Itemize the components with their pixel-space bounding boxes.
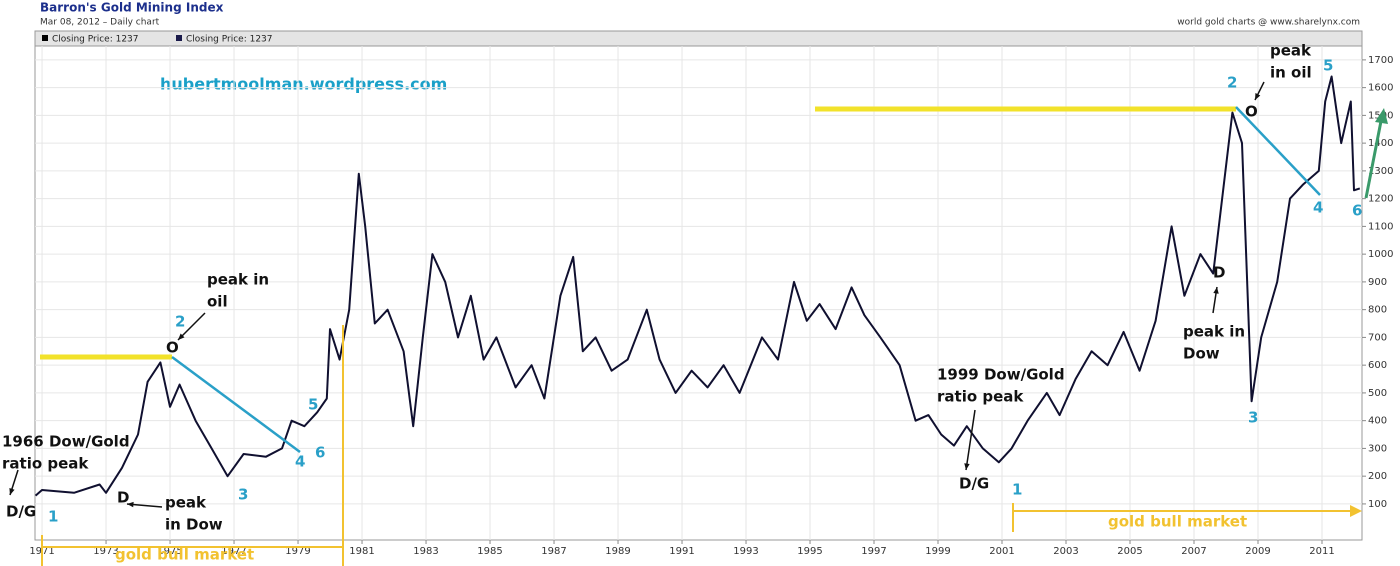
x-tick-label: 1975 <box>157 546 182 557</box>
x-tick-label: 2011 <box>1309 546 1334 557</box>
y-tick-label: 1200 <box>1368 194 1393 205</box>
arrow-head <box>178 333 185 340</box>
y-tick-label: 600 <box>1368 360 1387 371</box>
annotation: 1 <box>1012 481 1022 499</box>
x-tick-label: 2003 <box>1053 546 1078 557</box>
annotation: peak <box>1270 42 1312 60</box>
annotation: 5 <box>1323 57 1333 75</box>
legend-swatch <box>42 35 48 41</box>
arrow-head <box>1255 93 1261 100</box>
annotation: peak in <box>1183 323 1245 341</box>
annotation: peak in <box>207 271 269 289</box>
annotation: D/G <box>6 503 36 521</box>
arrow-head <box>964 463 970 470</box>
legend-swatch <box>176 35 182 41</box>
x-tick-label: 1999 <box>925 546 950 557</box>
plot-frame <box>34 45 1363 541</box>
x-tick-label: 2005 <box>1117 546 1142 557</box>
y-tick-label: 1000 <box>1368 249 1393 260</box>
annotation: 2 <box>175 313 185 331</box>
annotation: D/G <box>959 475 989 493</box>
y-tick-label: 100 <box>1368 499 1387 510</box>
annotation: ratio peak <box>2 455 89 473</box>
arrow-head <box>1375 108 1388 124</box>
annotation: 3 <box>238 486 248 504</box>
x-tick-label: 1995 <box>797 546 822 557</box>
price-line <box>34 75 1361 497</box>
annotation: gold bull market <box>115 546 254 564</box>
annotation: O <box>1245 103 1258 121</box>
y-tick-label: 800 <box>1368 305 1387 316</box>
arrow-head <box>127 501 134 508</box>
annotation: 6 <box>1352 202 1362 220</box>
annotation: in oil <box>1270 64 1312 82</box>
arrow-head <box>9 488 15 495</box>
annotation: 6 <box>315 444 325 462</box>
watermark: hubertmoolman.wordpress.com <box>160 75 447 94</box>
annotation: 3 <box>1248 409 1258 427</box>
legend-label: Closing Price: 1237 <box>52 35 139 45</box>
chart-title: Barron's Gold Mining Index <box>40 1 224 15</box>
annotation: 5 <box>308 396 318 414</box>
y-tick-label: 1700 <box>1368 55 1393 66</box>
arrow-head <box>1213 287 1219 294</box>
pointer-arrow <box>965 409 976 471</box>
annotation: D <box>1213 264 1225 282</box>
x-tick-label: 1979 <box>285 546 310 557</box>
x-tick-label: 1989 <box>605 546 630 557</box>
x-tick-label: 1973 <box>93 546 118 557</box>
y-tick-label: 500 <box>1368 388 1387 399</box>
annotation: 1999 Dow/Gold <box>937 366 1065 384</box>
y-tick-label: 900 <box>1368 277 1387 288</box>
annotation: 4 <box>295 453 305 471</box>
x-tick-label: 1983 <box>413 546 438 557</box>
annotation: 4 <box>1313 199 1323 217</box>
annotation: peak <box>165 494 207 512</box>
trend-arrow <box>1364 115 1384 199</box>
x-tick-label: 1993 <box>733 546 758 557</box>
y-tick-label: 1600 <box>1368 83 1393 94</box>
x-tick-label: 1997 <box>861 546 886 557</box>
annotation: D <box>117 489 129 507</box>
y-tick-label: 200 <box>1368 471 1387 482</box>
y-tick-label: 1300 <box>1368 166 1393 177</box>
x-tick-label: 2007 <box>1181 546 1206 557</box>
y-tick-label: 700 <box>1368 332 1387 343</box>
chart-subtitle: Mar 08, 2012 – Daily chart <box>40 18 160 28</box>
x-tick-label: 1987 <box>541 546 566 557</box>
annotation: O <box>166 339 179 357</box>
annotation: in Dow <box>165 516 223 534</box>
x-tick-label: 1981 <box>349 546 374 557</box>
annotation: 1 <box>48 508 58 526</box>
x-tick-label: 1977 <box>221 546 246 557</box>
annotation: 2 <box>1227 74 1237 92</box>
x-tick-label: 2001 <box>989 546 1014 557</box>
annotation-line <box>1235 106 1321 196</box>
y-tick-label: 400 <box>1368 416 1387 427</box>
x-tick-label: 1985 <box>477 546 502 557</box>
arrow-head <box>1350 505 1362 517</box>
x-tick-label: 2009 <box>1245 546 1270 557</box>
annotation-line <box>171 355 301 454</box>
source: world gold charts @ www.sharelynx.com <box>1177 18 1360 28</box>
annotation: oil <box>207 293 228 311</box>
y-tick-label: 300 <box>1368 443 1387 454</box>
annotation: Dow <box>1183 345 1220 363</box>
annotation: gold bull market <box>1108 513 1247 531</box>
annotation: ratio peak <box>937 388 1024 406</box>
y-tick-label: 1100 <box>1368 221 1393 232</box>
y-tick-label: 1400 <box>1368 138 1393 149</box>
x-tick-label: 1991 <box>669 546 694 557</box>
annotation: 1966 Dow/Gold <box>2 433 130 451</box>
legend-label: Closing Price: 1237 <box>186 35 273 45</box>
